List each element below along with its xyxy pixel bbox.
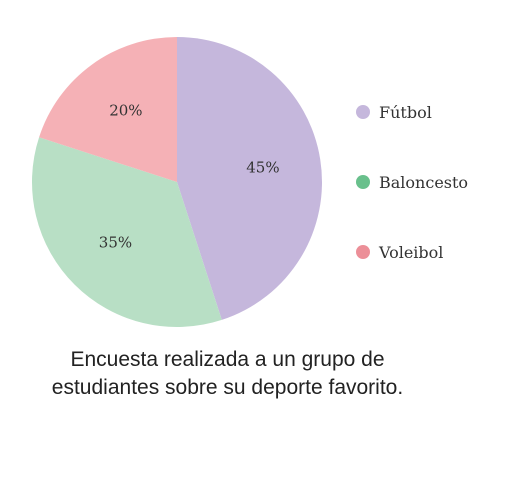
legend-label-voleibol: Voleibol — [379, 242, 444, 262]
chart-caption: Encuesta realizada a un grupo de estudia… — [0, 346, 455, 402]
legend-item-futbol: Fútbol — [356, 100, 468, 124]
caption-line-2: estudiantes sobre su deporte favorito. — [51, 376, 404, 399]
legend-label-baloncesto: Baloncesto — [379, 172, 469, 192]
pie-slice-voleibol — [39, 37, 178, 182]
slice-label-voleibol: 20% — [109, 102, 142, 120]
legend-dot-baloncesto — [356, 175, 370, 189]
slice-label-futbol: 45% — [246, 158, 279, 176]
slice-label-baloncesto: 35% — [99, 234, 132, 252]
caption-line-1: Encuesta realizada a un grupo de — [70, 348, 385, 371]
legend-label-futbol: Fútbol — [379, 102, 432, 122]
pie-slice-futbol — [177, 37, 322, 320]
legend-dot-voleibol — [356, 245, 370, 259]
legend-dot-futbol — [356, 105, 370, 119]
legend: Fútbol Baloncesto Voleibol — [356, 100, 468, 310]
legend-item-baloncesto: Baloncesto — [356, 170, 468, 194]
legend-item-voleibol: Voleibol — [356, 240, 468, 264]
pie-chart: 45% 35% 20% — [31, 37, 322, 327]
pie-slice-baloncesto — [31, 137, 222, 327]
